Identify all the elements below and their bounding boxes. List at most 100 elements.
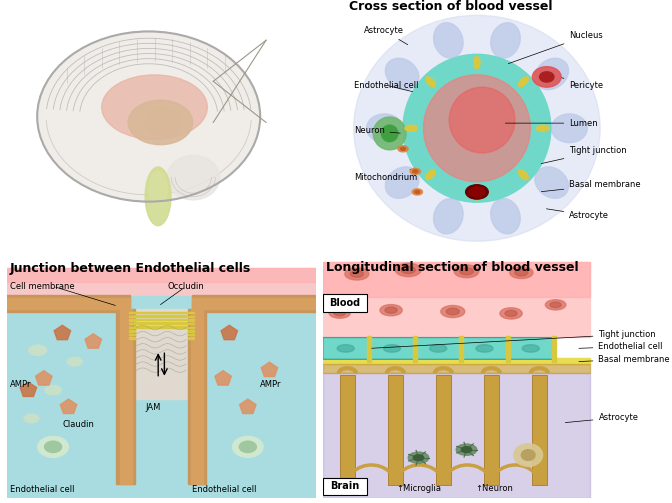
Ellipse shape xyxy=(532,67,561,87)
Bar xyxy=(116,309,135,484)
Bar xyxy=(7,296,316,498)
Bar xyxy=(129,323,135,324)
Ellipse shape xyxy=(536,125,549,131)
Ellipse shape xyxy=(509,267,533,279)
Text: Junction between Endothelial cells: Junction between Endothelial cells xyxy=(10,262,251,275)
Ellipse shape xyxy=(353,15,600,241)
Ellipse shape xyxy=(522,345,540,352)
Bar xyxy=(7,295,130,312)
Ellipse shape xyxy=(145,167,171,226)
Circle shape xyxy=(514,444,542,466)
Text: Tight junction: Tight junction xyxy=(372,330,656,348)
Bar xyxy=(7,268,316,296)
Ellipse shape xyxy=(385,307,397,313)
Ellipse shape xyxy=(385,58,419,90)
Ellipse shape xyxy=(37,32,260,202)
Text: ↑Microglia: ↑Microglia xyxy=(396,483,441,492)
Bar xyxy=(187,312,194,313)
FancyBboxPatch shape xyxy=(388,375,403,484)
Ellipse shape xyxy=(460,268,473,275)
Text: JAM: JAM xyxy=(146,402,161,411)
Circle shape xyxy=(423,75,530,182)
Bar xyxy=(129,338,135,339)
Ellipse shape xyxy=(545,300,566,310)
Ellipse shape xyxy=(401,147,406,150)
Ellipse shape xyxy=(385,167,419,198)
Ellipse shape xyxy=(515,270,528,276)
Text: Endothelial cell: Endothelial cell xyxy=(192,485,257,494)
Text: Cross section of blood vessel: Cross section of blood vessel xyxy=(349,0,552,13)
Text: Blood: Blood xyxy=(329,298,360,308)
Bar xyxy=(134,319,187,320)
Ellipse shape xyxy=(410,169,421,175)
Bar xyxy=(505,336,509,362)
Ellipse shape xyxy=(500,308,522,319)
Bar xyxy=(129,334,135,336)
Ellipse shape xyxy=(476,345,493,352)
FancyBboxPatch shape xyxy=(340,375,355,484)
Ellipse shape xyxy=(167,155,220,200)
Ellipse shape xyxy=(519,77,528,87)
Text: Tight junction: Tight junction xyxy=(541,146,627,163)
Circle shape xyxy=(521,450,535,460)
Bar xyxy=(187,334,194,336)
Bar xyxy=(134,322,187,324)
Bar xyxy=(129,330,135,331)
Ellipse shape xyxy=(413,170,418,173)
Bar xyxy=(134,312,187,313)
Text: Lumen: Lumen xyxy=(505,119,598,128)
Bar xyxy=(187,323,194,324)
Bar xyxy=(187,330,194,331)
Bar xyxy=(187,319,194,320)
Text: Mitochondrium: Mitochondrium xyxy=(353,170,417,182)
Ellipse shape xyxy=(540,72,554,82)
Bar xyxy=(134,315,187,317)
FancyBboxPatch shape xyxy=(415,338,461,359)
Ellipse shape xyxy=(395,263,421,277)
FancyBboxPatch shape xyxy=(484,375,499,484)
Ellipse shape xyxy=(446,308,460,315)
Text: Basal membrane: Basal membrane xyxy=(579,355,670,364)
Ellipse shape xyxy=(433,23,463,58)
Bar xyxy=(323,364,590,373)
Bar xyxy=(134,326,187,327)
Ellipse shape xyxy=(366,114,403,143)
Ellipse shape xyxy=(552,114,587,143)
Ellipse shape xyxy=(239,441,256,453)
Bar xyxy=(191,309,203,484)
Ellipse shape xyxy=(413,455,423,461)
Circle shape xyxy=(382,125,398,142)
Ellipse shape xyxy=(401,266,415,274)
Text: Astrocyte: Astrocyte xyxy=(364,26,408,45)
Text: Endothelial cell: Endothelial cell xyxy=(353,80,418,92)
Ellipse shape xyxy=(474,56,480,69)
Ellipse shape xyxy=(145,110,180,135)
Text: Nucleus: Nucleus xyxy=(508,31,603,64)
FancyBboxPatch shape xyxy=(323,478,367,495)
Ellipse shape xyxy=(24,414,39,423)
Ellipse shape xyxy=(380,304,403,316)
FancyBboxPatch shape xyxy=(508,338,554,359)
Ellipse shape xyxy=(44,385,62,395)
Ellipse shape xyxy=(469,187,485,197)
Ellipse shape xyxy=(149,172,167,207)
Text: AMPr: AMPr xyxy=(260,380,282,389)
Bar xyxy=(187,315,194,317)
Ellipse shape xyxy=(550,302,561,308)
Text: Endothelial cell: Endothelial cell xyxy=(10,485,75,494)
Text: Longitudinal section of blood vessel: Longitudinal section of blood vessel xyxy=(326,261,579,274)
Ellipse shape xyxy=(535,58,569,90)
Bar xyxy=(135,309,187,398)
Ellipse shape xyxy=(425,77,435,87)
Bar xyxy=(187,309,206,484)
Bar xyxy=(129,315,135,317)
Ellipse shape xyxy=(505,310,517,316)
Text: Astrocyte: Astrocyte xyxy=(546,209,610,220)
Text: Occludin: Occludin xyxy=(167,282,204,291)
Bar xyxy=(367,336,371,362)
Bar xyxy=(129,319,135,320)
Ellipse shape xyxy=(491,199,520,234)
Bar xyxy=(7,298,130,309)
Bar xyxy=(552,336,556,362)
Ellipse shape xyxy=(456,444,476,455)
